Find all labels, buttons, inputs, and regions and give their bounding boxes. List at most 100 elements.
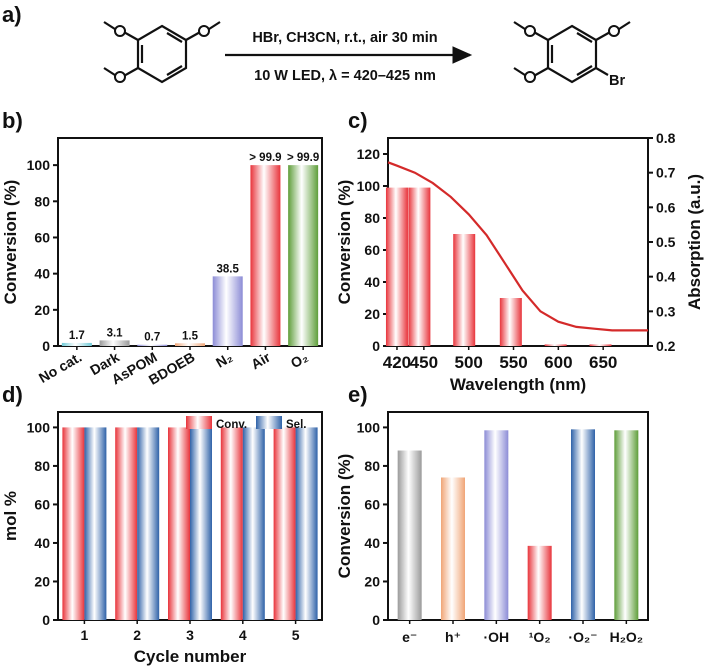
- bar-scavenger-4: [571, 429, 595, 620]
- y-tick-label: 40: [34, 535, 50, 551]
- y-tick-label: 20: [364, 573, 380, 589]
- x-tick-label: 500: [455, 353, 483, 372]
- plot-frame: [57, 137, 323, 347]
- x-tick-label: No cat.: [36, 349, 84, 386]
- reaction-conditions-bottom: 10 W LED, λ = 420–425 nm: [254, 68, 436, 84]
- y-tick-label: 20: [364, 306, 380, 322]
- legend-label-sel: Sel.: [286, 419, 306, 431]
- y-tick-label: 0: [372, 338, 380, 354]
- y-axis-title: mol %: [1, 491, 20, 541]
- x-tick-label: 650: [589, 353, 617, 372]
- panel-e-label: e): [348, 382, 368, 407]
- y-tick-label: 40: [34, 266, 50, 282]
- y2-tick-label: 0.8: [656, 130, 676, 146]
- x-tick-label: 4: [239, 627, 247, 643]
- legend-label-conv: Conv.: [216, 419, 247, 431]
- legend-swatch-conv: [186, 416, 212, 429]
- legend-swatch-sel: [256, 416, 282, 429]
- bar-conv-cycle-2: [115, 427, 138, 620]
- bar-value-label: 38.5: [217, 263, 240, 275]
- bar-scavenger-5: [614, 430, 639, 620]
- panel-a-reaction-scheme: a) HBr, CH3CN, r.t., air 30 min 10 W LED…: [2, 2, 631, 89]
- x-tick-label: ·O₂⁻: [568, 629, 597, 645]
- x-tick-label: e⁻: [402, 629, 417, 645]
- bar-value-label: > 99.9: [287, 152, 319, 164]
- y-tick-label: 100: [357, 419, 381, 435]
- bar-445nm: [408, 187, 431, 346]
- bar-conv-cycle-3: [168, 427, 190, 620]
- bar-scavenger-2: [484, 430, 509, 620]
- x-tick-label: 1: [81, 627, 89, 643]
- y-tick-label: 60: [364, 242, 380, 258]
- y-axis-title: Conversion (%): [1, 180, 20, 305]
- bar-air: [250, 165, 281, 346]
- bar-sel-cycle-2: [137, 427, 160, 620]
- bar-conv-cycle-4: [220, 427, 243, 620]
- bar-n2: [212, 276, 243, 346]
- reaction-conditions-top: HBr, CH3CN, r.t., air 30 min: [252, 30, 437, 46]
- panel-c-chart: c) 0 20 40 60 80 100 120 0.2 0.3 0.4 0.5 0.6 0.7 0.8 Co…: [335, 108, 704, 394]
- x-tick-label: 600: [544, 353, 572, 372]
- y-tick-label: 80: [34, 458, 50, 474]
- x-tick-label: Air: [248, 348, 273, 372]
- y-tick-label: 100: [27, 157, 51, 173]
- x-tick-label: 5: [292, 627, 300, 643]
- y-tick-label: 20: [34, 302, 50, 318]
- y-tick-label: 80: [34, 193, 50, 209]
- bar-sel-cycle-3: [190, 427, 212, 620]
- bar-sel-cycle-1: [84, 427, 107, 620]
- y-tick-label: 120: [357, 146, 381, 162]
- bar-nocat: [61, 342, 92, 346]
- y2-axis-title: Absorption (a.u.): [685, 174, 704, 310]
- plot-frame: [387, 411, 649, 621]
- x-tick-label: H₂O₂: [610, 629, 643, 645]
- bar-sel-cycle-5: [295, 427, 318, 620]
- y2-tick-label: 0.3: [656, 303, 676, 319]
- bar-597nm: [544, 344, 567, 346]
- x-tick-label: ¹O₂: [529, 629, 551, 645]
- bar-value-label: 0.7: [144, 332, 160, 344]
- bar-420nm: [385, 187, 408, 346]
- y-tick-label: 60: [364, 496, 380, 512]
- bar-bdoeb: [175, 343, 205, 346]
- y2-tick-label: 0.4: [656, 269, 676, 285]
- y-tick-label: 100: [357, 178, 381, 194]
- product-oxygen-atoms: [524, 25, 620, 83]
- y2-tick-label: 0.5: [656, 234, 676, 250]
- x-tick-label: 2: [133, 627, 141, 643]
- bar-547nm: [499, 298, 522, 346]
- panel-d-chart: d) 0 20 40 60 80 100 mol % 1 2 3 4 5 Cycle number Conv…: [1, 382, 323, 666]
- y-tick-label: 40: [364, 274, 380, 290]
- y2-tick-label: 0.2: [656, 338, 676, 354]
- x-axis-title: Wavelength (nm): [450, 375, 586, 394]
- bar-dark: [99, 340, 130, 346]
- bar-o2: [288, 165, 319, 346]
- panel-c-label: c): [348, 108, 368, 133]
- bar-value-label: 1.5: [182, 330, 199, 342]
- y-tick-label: 0: [42, 338, 50, 354]
- bar-value-label: 3.1: [107, 327, 124, 339]
- y-tick-label: 20: [34, 573, 50, 589]
- bar-scavenger-3: [527, 545, 552, 620]
- x-tick-label: N₂: [213, 349, 235, 371]
- y2-tick-label: 0.6: [656, 199, 676, 215]
- y-tick-label: 80: [364, 210, 380, 226]
- product-bromine-label: Br: [609, 73, 625, 89]
- bar-scavenger-0: [397, 450, 422, 620]
- bar-scavenger-1: [441, 477, 465, 620]
- y-axis-title: Conversion (%): [335, 180, 354, 305]
- bar-495nm: [453, 234, 476, 346]
- y-tick-label: 0: [42, 612, 50, 628]
- panel-b-chart: b) 0 20 40 60 80 100 Conversion (%) 1.7 No cat. 3.…: [1, 108, 323, 388]
- bar-sel-cycle-4: [242, 427, 265, 620]
- bar-aspom: [137, 344, 168, 346]
- x-tick-label: 450: [410, 353, 438, 372]
- panel-b-label: b): [2, 108, 23, 133]
- bar-value-label: > 99.9: [249, 152, 281, 164]
- panel-a-label: a): [2, 2, 22, 27]
- bar-647nm: [589, 344, 612, 346]
- x-tick-label: 420: [383, 353, 411, 372]
- x-axis-title: Cycle number: [134, 647, 247, 666]
- bar-value-label: 1.7: [69, 330, 85, 342]
- y-tick-label: 80: [364, 458, 380, 474]
